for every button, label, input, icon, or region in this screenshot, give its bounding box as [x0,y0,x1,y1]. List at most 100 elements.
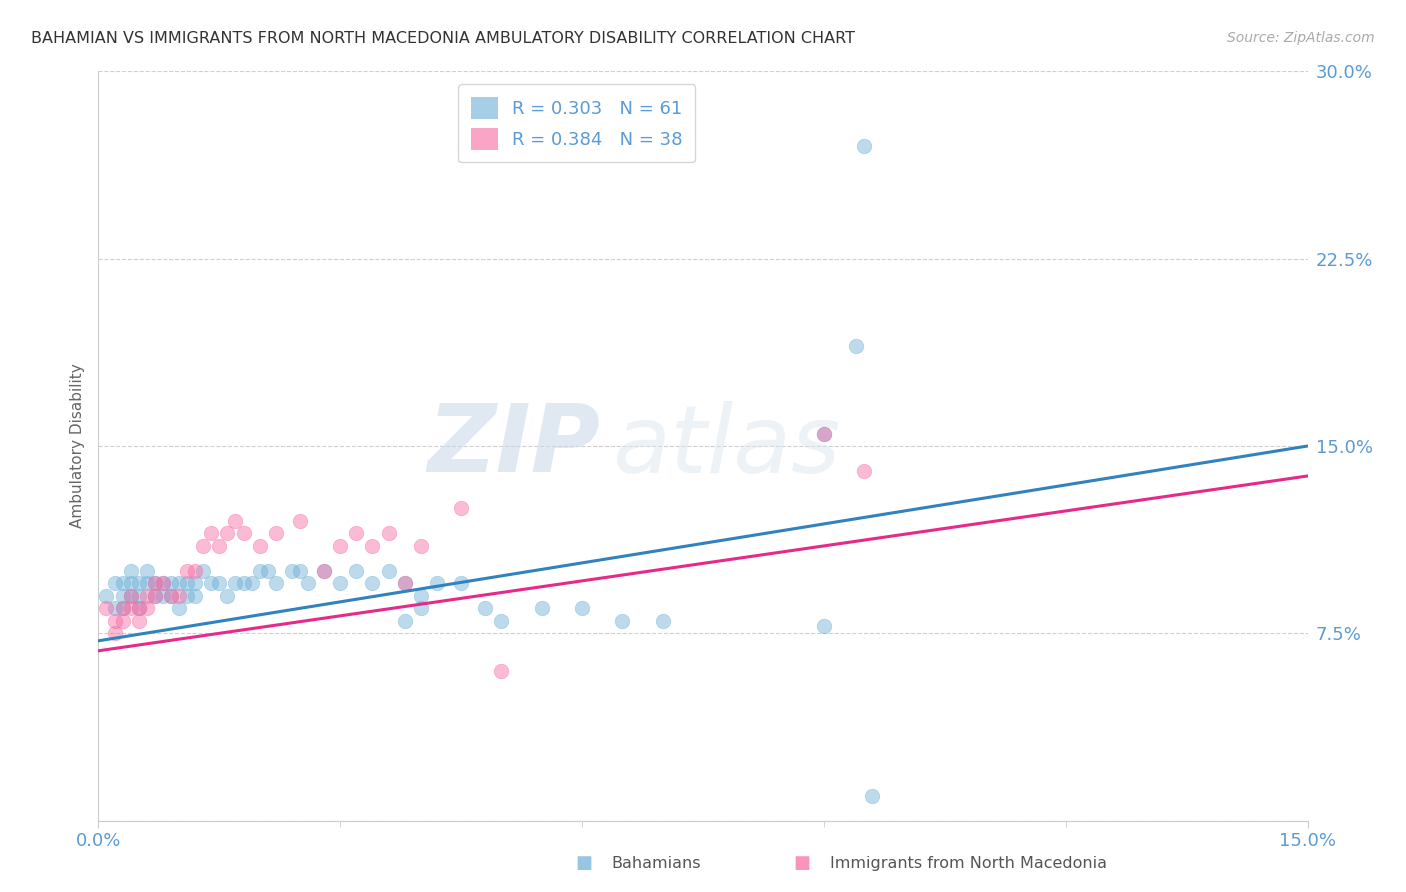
Point [167,601,190,615]
Point [264,576,287,591]
Point [160,589,183,603]
Point [200,526,222,541]
Point [297,576,319,591]
Point [111,601,134,615]
Point [167,589,190,603]
Point [143,576,166,591]
Y-axis label: Ambulatory Disability: Ambulatory Disability [69,364,84,528]
Point [224,576,246,591]
Point [103,626,125,640]
Point [314,564,336,578]
Point [377,526,399,541]
Point [361,539,384,553]
Point [845,339,868,353]
Point [143,589,166,603]
Point [128,601,150,615]
Point [409,589,432,603]
Text: Bahamians: Bahamians [612,856,702,871]
Point [288,564,311,578]
Point [256,564,278,578]
Point [450,576,472,591]
Point [176,576,198,591]
Text: BAHAMIAN VS IMMIGRANTS FROM NORTH MACEDONIA AMBULATORY DISABILITY CORRELATION CH: BAHAMIAN VS IMMIGRANTS FROM NORTH MACEDO… [31,31,855,46]
Point [152,576,174,591]
Point [135,564,157,578]
Point [176,564,198,578]
Point [232,526,254,541]
Point [361,576,384,591]
Point [450,501,472,516]
Point [184,589,207,603]
Point [120,589,142,603]
Point [208,576,231,591]
Point [103,601,125,615]
Point [217,526,239,541]
Point [224,514,246,528]
Point [103,576,125,591]
Point [329,539,352,553]
Point [281,564,304,578]
Text: ■: ■ [575,855,592,872]
Point [853,464,876,478]
Point [111,589,134,603]
Point [530,601,553,615]
Point [135,601,157,615]
Legend: R = 0.303   N = 61, R = 0.384   N = 38: R = 0.303 N = 61, R = 0.384 N = 38 [458,84,696,162]
Point [103,614,125,628]
Point [813,426,835,441]
Point [249,564,271,578]
Point [491,664,513,678]
Point [184,564,207,578]
Point [860,789,883,803]
Point [394,576,416,591]
Point [143,576,166,591]
Point [120,601,142,615]
Point [329,576,352,591]
Point [208,539,231,553]
Point [184,576,207,591]
Point [651,614,673,628]
Point [344,564,367,578]
Point [232,576,254,591]
Text: ■: ■ [793,855,810,872]
Point [409,539,432,553]
Point [143,589,166,603]
Point [128,614,150,628]
Point [160,576,183,591]
Text: Immigrants from North Macedonia: Immigrants from North Macedonia [830,856,1107,871]
Point [135,576,157,591]
Point [128,576,150,591]
Point [394,576,416,591]
Text: ZIP: ZIP [427,400,600,492]
Point [176,589,198,603]
Point [249,539,271,553]
Point [152,576,174,591]
Point [111,601,134,615]
Point [813,619,835,633]
Point [152,589,174,603]
Text: Source: ZipAtlas.com: Source: ZipAtlas.com [1227,31,1375,45]
Point [200,576,222,591]
Point [853,139,876,153]
Point [813,426,835,441]
Point [120,589,142,603]
Point [128,601,150,615]
Point [314,564,336,578]
Point [120,576,142,591]
Point [160,589,183,603]
Point [377,564,399,578]
Point [344,526,367,541]
Point [120,564,142,578]
Point [193,539,215,553]
Point [426,576,449,591]
Point [96,589,118,603]
Point [571,601,593,615]
Text: atlas: atlas [613,401,841,491]
Point [96,601,118,615]
Point [167,576,190,591]
Point [394,614,416,628]
Point [111,614,134,628]
Point [217,589,239,603]
Point [128,589,150,603]
Point [193,564,215,578]
